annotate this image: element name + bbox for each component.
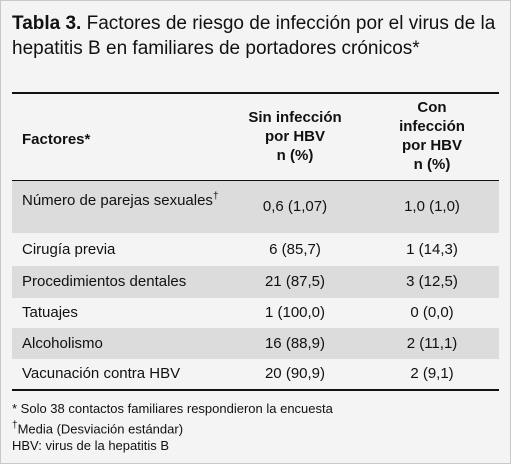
table-cell: 6 (85,7) [269,241,321,258]
cell-mark: † [212,191,219,202]
table-cell: 1 (100,0) [264,304,326,321]
table-cell: 3 (12,5) [406,273,458,290]
footnote: * Solo 38 contactos familiares respondie… [12,401,333,416]
table-cell: Tatuajes [22,304,78,321]
table-cell: 2 (11,1) [406,335,458,352]
cell-text: Número de parejas sexuales [22,192,213,209]
table-row: Cirugía previa 6 (85,7) 1 (14,3) [12,233,499,266]
header-line: Con [417,99,447,116]
header-line: Sin infección [248,109,342,126]
table-row: Tatuajes 1 (100,0) 0 (0,0) [12,298,499,328]
header-line: por HBV [265,128,325,145]
footnote: HBV: virus de la hepatitis B [12,438,170,454]
bottom-rule [12,389,499,391]
table-cell: 0,6 (1,07) [262,198,328,215]
top-rule [12,92,499,94]
header-line: n (%) [413,156,451,173]
header-rule [12,180,499,181]
footnote-mark: † [12,420,18,431]
title-label: Tabla 3. [12,13,82,34]
header-line: infección [399,118,465,135]
table-row: Número de parejas sexuales† 0,6 (1,07) 1,0… [12,181,499,233]
table-cell: 1,0 (1,0) [404,198,460,215]
table-cell: 16 (88,9) [264,335,326,352]
footnote-text: Media (Desviación estándar) [17,421,184,437]
title: Tabla 3. Factores de riesgo de infección… [12,11,504,61]
table-cell: 1 (14,3) [406,241,458,258]
table-cell: Cirugía previa [22,241,116,258]
table-cell: Alcoholismo [22,335,103,352]
footnotes: * Solo 38 contactos familiares respondie… [12,400,333,454]
header-row: Factores* Sin infección por HBV n (%) Co… [12,94,499,181]
table-row: Alcoholismo 16 (88,9) 2 (11,1) [12,328,499,359]
header-cell: Sin infección por HBV n (%) [225,108,365,165]
table-row: Procedimientos dentales 21 (87,5) 3 (12,5) [12,266,499,298]
table-cell: 0 (0,0) [410,304,454,321]
header-cell: Factores* [22,131,91,148]
header-line: por HBV [402,137,462,154]
table-cell: 2 (9,1) [410,365,454,382]
table-cell: Número de parejas sexuales† [22,187,222,210]
table-cell: 21 (87,5) [264,273,326,290]
header-cell: Con infección por HBV n (%) [365,98,499,174]
title-text: Factores de riesgo de infección por el v… [12,13,496,59]
table-cell: 20 (90,9) [264,365,326,382]
table-row: Vacunación contra HBV 20 (90,9) 2 (9,1) [12,359,499,389]
header-line: n (%) [276,147,314,164]
footnote: †Media (Desviación estándar) [12,417,333,437]
table-cell: Procedimientos dentales [22,273,187,290]
table-cell: Vacunación contra HBV [22,365,181,382]
